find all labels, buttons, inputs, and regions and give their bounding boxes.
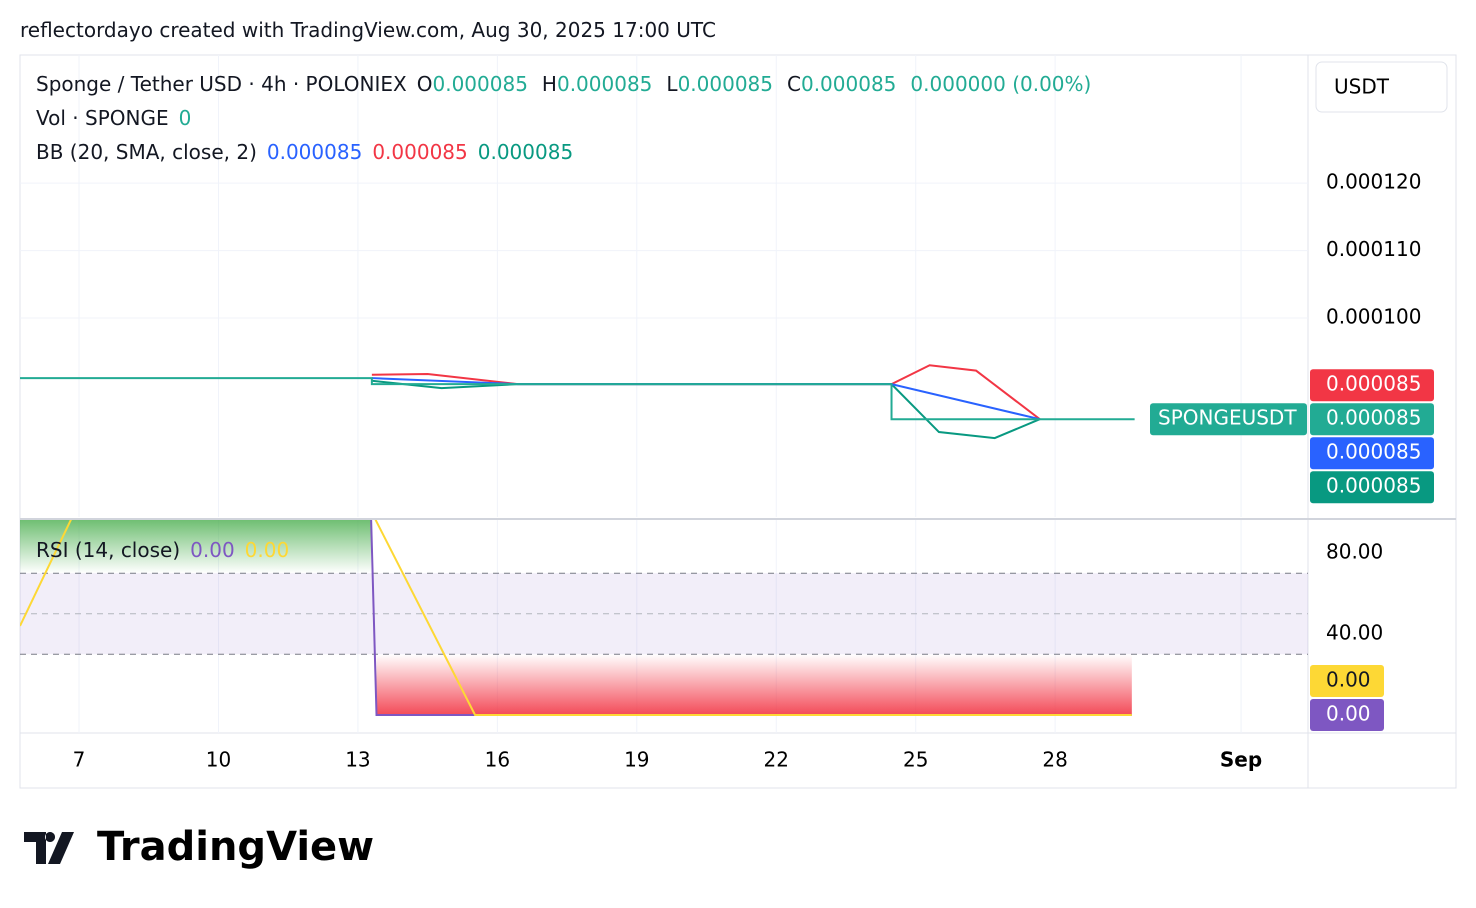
y-tick-label: 0.000100 xyxy=(1326,305,1421,329)
header: reflectordayo created with TradingView.c… xyxy=(20,18,716,42)
legend-title: Vol · SPONGE xyxy=(36,106,169,130)
symbol-label-box xyxy=(1150,403,1307,436)
y-tick-label: 40.00 xyxy=(1326,620,1383,644)
y-tick-label: 0.000110 xyxy=(1326,237,1421,261)
ohlc-value: 0.000085 xyxy=(677,72,773,96)
x-tick-label: 19 xyxy=(624,748,649,772)
price-label-box xyxy=(1310,403,1434,436)
ohlc-key: C xyxy=(787,72,801,96)
symbol-label: SPONGEUSDT xyxy=(1158,406,1297,430)
legend-value: 0.00 xyxy=(244,538,290,562)
price-label-box xyxy=(1310,369,1434,402)
price-label: 0.000085 xyxy=(1326,406,1421,430)
x-tick-label: 7 xyxy=(73,748,86,772)
price-legend: Sponge / Tether USD · 4h · POLONIEX O0.00… xyxy=(36,72,1101,96)
y-tick-label: 0.000120 xyxy=(1326,170,1421,194)
ohlc-value: 0.000085 xyxy=(800,72,897,96)
legend-value: 0 xyxy=(178,106,192,130)
footer-brand: TradingView xyxy=(97,824,374,870)
x-tick-label: Sep xyxy=(1220,748,1262,772)
volume-legend: Vol · SPONGE 0 xyxy=(36,106,201,130)
frame xyxy=(19,54,1457,789)
ohlc-item: L0.000085 xyxy=(666,72,773,96)
currency-button[interactable] xyxy=(1315,61,1448,113)
ohlc-key: H xyxy=(541,72,557,96)
x-tick-label: 22 xyxy=(764,748,789,772)
ohlc-value: 0.000085 xyxy=(556,72,653,96)
x-tick-label: 10 xyxy=(206,748,231,772)
rsi-legend: RSI (14, close) 0.00 0.00 xyxy=(36,538,299,562)
legend-title: BB (20, SMA, close, 2) xyxy=(36,140,257,164)
currency-label: USDT xyxy=(1334,75,1390,99)
series-line xyxy=(20,520,1132,716)
ohlc-key: O xyxy=(416,72,433,96)
ohlc-item: O0.000085 xyxy=(417,72,528,96)
price-label-box xyxy=(1310,437,1434,470)
ohlc-value: 0.000085 xyxy=(432,72,528,96)
legend-value: 0.000085 xyxy=(266,140,363,164)
ohlc-key: L xyxy=(666,72,678,96)
logo xyxy=(24,832,74,864)
series-line xyxy=(371,364,1041,420)
legend-value: 0.00 xyxy=(190,538,235,562)
series-line xyxy=(371,379,1041,440)
ohlc-item: H0.000085 xyxy=(542,72,652,96)
legend-change: 0.000000 (0.00%) xyxy=(910,72,1092,96)
price-label: 0.00 xyxy=(1326,667,1371,691)
x-tick-label: 25 xyxy=(903,748,928,772)
price-label: 0.000085 xyxy=(1326,474,1421,498)
price-label-box xyxy=(1310,471,1434,504)
ohlc-item: C0.000085 xyxy=(787,72,896,96)
legend-title: Sponge / Tether USD · 4h · POLONIEX xyxy=(36,72,407,96)
plot: 7 10 13 16 19 22 25 28 Sep 0.000100 0.000110 0.0001… xyxy=(20,55,1434,772)
legend-value: 0.000085 xyxy=(372,140,468,164)
y-tick-label: 80.00 xyxy=(1326,540,1383,564)
overbought-fill xyxy=(20,520,371,574)
legend-value: 0.000085 xyxy=(477,140,574,164)
price-label: 0.000085 xyxy=(1326,372,1421,396)
series-line xyxy=(20,377,1135,421)
bb-legend: BB (20, SMA, close, 2) 0.000085 0.000085 0.… xyxy=(36,140,583,164)
oversold-fill xyxy=(376,654,1132,715)
legend-title: RSI (14, close) xyxy=(36,538,181,562)
x-tick-label: 16 xyxy=(485,748,510,772)
x-tick-label: 28 xyxy=(1042,748,1067,772)
price-label-box xyxy=(1310,698,1384,731)
price-label: 0.00 xyxy=(1326,701,1371,725)
price-label: 0.000085 xyxy=(1326,440,1421,464)
x-tick-label: 13 xyxy=(345,748,370,772)
price-label-box xyxy=(1310,664,1384,697)
